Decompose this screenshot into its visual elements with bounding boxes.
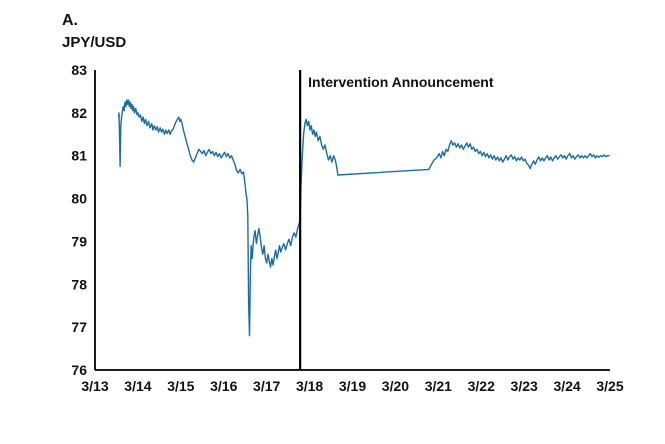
y-tick-label: 76 (71, 362, 87, 378)
x-tick-label: 3/15 (167, 378, 194, 394)
y-tick-label: 79 (71, 233, 87, 249)
y-tick-label: 80 (71, 191, 87, 207)
x-tick-label: 3/23 (511, 378, 538, 394)
exchange-rate-line (117, 99, 610, 337)
y-tick-label: 82 (71, 105, 87, 121)
x-tick-label: 3/18 (296, 378, 323, 394)
panel-label: A. (62, 12, 78, 29)
y-tick-label: 81 (71, 148, 87, 164)
x-tick-label: 3/22 (468, 378, 495, 394)
x-tick-label: 3/14 (124, 378, 151, 394)
x-tick-label: 3/21 (425, 378, 452, 394)
intervention-annotation-label: Intervention Announcement (308, 74, 494, 90)
y-tick-label: 83 (71, 62, 87, 78)
x-tick-label: 3/20 (382, 378, 409, 394)
y-tick-label: 77 (71, 319, 87, 335)
x-tick-label: 3/13 (81, 378, 108, 394)
x-tick-label: 3/19 (339, 378, 366, 394)
x-tick-label: 3/25 (596, 378, 623, 394)
x-tick-label: 3/17 (253, 378, 280, 394)
x-tick-label: 3/24 (553, 378, 580, 394)
x-tick-label: 3/16 (210, 378, 237, 394)
y-axis-title: JPY/USD (62, 34, 127, 51)
y-tick-label: 78 (71, 276, 87, 292)
